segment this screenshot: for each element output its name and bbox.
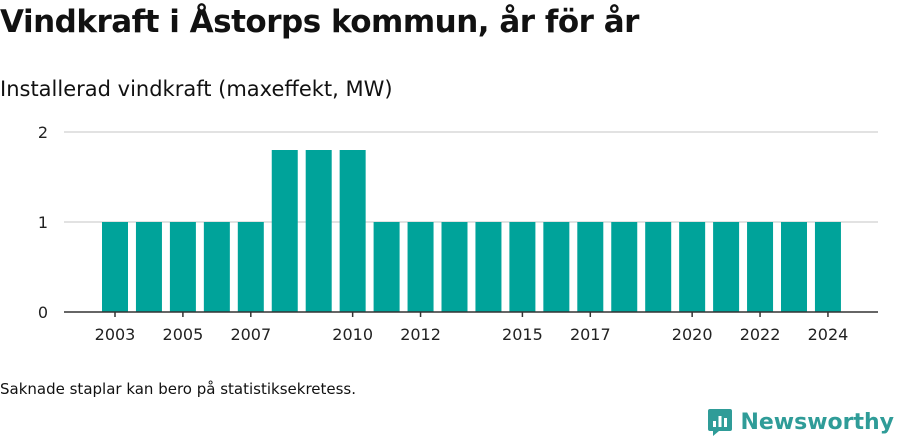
x-tick-label: 2015 — [502, 325, 543, 344]
x-tick-label: 2017 — [570, 325, 611, 344]
bar — [102, 222, 128, 312]
newsworthy-logo-icon — [708, 409, 733, 436]
x-tick-label: 2020 — [672, 325, 713, 344]
bar — [509, 222, 536, 312]
y-tick-label: 1 — [38, 213, 48, 232]
x-tick-label: 2024 — [808, 325, 849, 344]
x-tick-label: 2012 — [400, 325, 441, 344]
bar — [237, 222, 264, 312]
bar — [679, 222, 706, 312]
y-tick-label: 0 — [38, 303, 48, 322]
bar-chart: 0 1 2 2003 2005 2007 2010 2012 2015 2017 2020 2022 2… — [38, 123, 878, 344]
chart-subtitle: Installerad vindkraft (maxeffekt, MW) — [0, 77, 393, 101]
bar — [781, 222, 807, 312]
footnote: Saknade staplar kan bero på statistiksek… — [0, 380, 357, 398]
x-tick-label: 2005 — [163, 325, 204, 344]
y-tick-label: 2 — [38, 123, 48, 142]
x-tick-label: 2003 — [95, 325, 136, 344]
bar — [169, 222, 196, 312]
bar — [611, 222, 638, 312]
chart-title: Vindkraft i Åstorps kommun, år för år — [0, 4, 639, 40]
x-tick-label: 2022 — [740, 325, 781, 344]
bar — [814, 222, 841, 312]
bar — [747, 222, 774, 312]
bar — [475, 222, 502, 312]
bar — [543, 222, 570, 312]
bar — [577, 222, 604, 312]
bar — [203, 222, 230, 312]
x-tick-label: 2007 — [230, 325, 271, 344]
bar — [271, 150, 298, 312]
bar — [713, 222, 740, 312]
bar — [339, 150, 366, 312]
bar — [441, 222, 468, 312]
bar — [645, 222, 672, 312]
bar — [305, 150, 332, 312]
brand-name: Newsworthy — [740, 409, 894, 435]
bar — [373, 222, 400, 312]
bar — [135, 222, 162, 312]
x-tick-label: 2010 — [332, 325, 373, 344]
brand-logo: Newsworthy — [707, 405, 894, 439]
bar — [407, 222, 434, 312]
